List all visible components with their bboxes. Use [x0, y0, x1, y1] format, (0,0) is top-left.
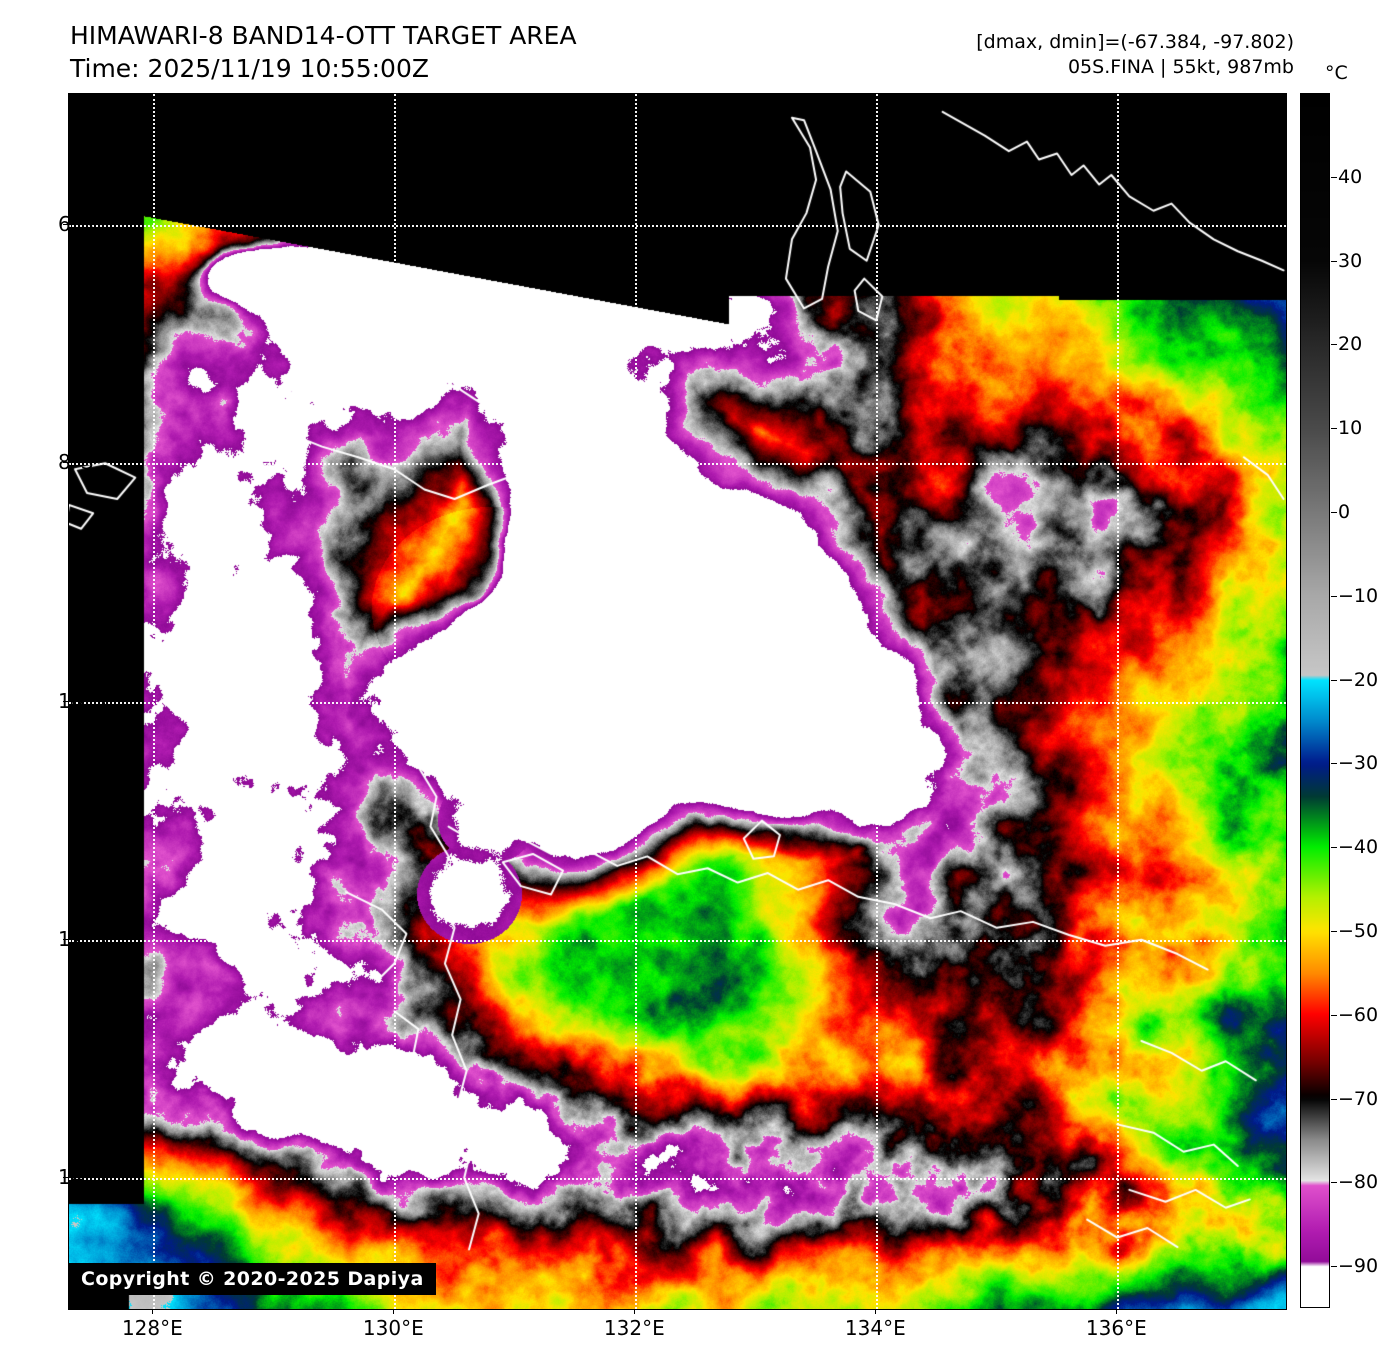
colorbar-tick-label--80: −80	[1338, 1171, 1379, 1194]
colorbar-tick-label--70: −70	[1338, 1087, 1379, 1110]
page-title: HIMAWARI-8 BAND14-OTT TARGET AREA	[70, 21, 577, 50]
colorbar-tick-mark	[1331, 176, 1337, 178]
colorbar-gradient	[1300, 93, 1330, 1308]
timestamp-label: Time: 2025/11/19 10:55:00Z	[70, 53, 429, 83]
gridline-lat-14°S	[69, 1177, 1286, 1180]
temperature-colorbar[interactable]	[1300, 93, 1330, 1308]
xtick-label-134°E: 134°E	[844, 1316, 906, 1340]
gridline-lat-8°S	[69, 463, 1286, 466]
storm-intensity-label: 05S.FINA | 55kt, 987mb	[1067, 55, 1294, 78]
colorbar-tick-mark	[1331, 595, 1337, 597]
colorbar-tick-mark	[1331, 1266, 1337, 1268]
colorbar-tick-label--90: −90	[1338, 1255, 1379, 1278]
colorbar-tick-mark	[1331, 679, 1337, 681]
copyright-banner: Copyright © 2020-2025 Dapiya	[69, 1263, 436, 1295]
title-block: HIMAWARI-8 BAND14-OTT TARGET AREA Time: …	[70, 20, 577, 85]
ytick-mark	[63, 938, 68, 940]
colorbar-tick-mark	[1331, 1098, 1337, 1100]
ytick-mark	[63, 700, 68, 702]
colorbar-tick-mark	[1331, 1182, 1337, 1184]
xtick-mark	[393, 1309, 395, 1314]
xtick-mark	[875, 1309, 877, 1314]
colorbar-tick-mark	[1331, 930, 1337, 932]
colorbar-tick-label--30: −30	[1338, 752, 1379, 775]
xtick-label-128°E: 128°E	[121, 1316, 183, 1340]
colorbar-tick-mark	[1331, 1014, 1337, 1016]
ytick-mark	[63, 462, 68, 464]
colorbar-unit-label: °C	[1325, 62, 1348, 84]
colorbar-tick-mark	[1331, 511, 1337, 513]
xtick-label-130°E: 130°E	[362, 1316, 424, 1340]
colorbar-tick-mark	[1331, 344, 1337, 346]
ytick-mark	[63, 1176, 68, 1178]
colorbar-tick-label-0: 0	[1338, 500, 1351, 523]
gridline-lat-10°S	[69, 701, 1286, 704]
colorbar-tick-label--10: −10	[1338, 584, 1379, 607]
colorbar-tick-label-10: 10	[1338, 417, 1363, 440]
colorbar-tick-label--40: −40	[1338, 836, 1379, 859]
metadata-block: [dmax, dmin]=(-67.384, -97.802) 05S.FINA…	[976, 30, 1294, 79]
colorbar-tick-label--60: −60	[1338, 1003, 1379, 1026]
colorbar-tick-label-40: 40	[1338, 165, 1363, 188]
xtick-label-132°E: 132°E	[603, 1316, 665, 1340]
xtick-mark	[152, 1309, 154, 1314]
ytick-mark	[63, 224, 68, 226]
gridline-lat-12°S	[69, 939, 1286, 942]
colorbar-tick-mark	[1331, 847, 1337, 849]
xtick-mark	[634, 1309, 636, 1314]
colorbar-tick-mark	[1331, 428, 1337, 430]
xtick-label-136°E: 136°E	[1085, 1316, 1147, 1340]
satellite-image-plot[interactable]: Copyright © 2020-2025 Dapiya	[68, 93, 1287, 1310]
colorbar-tick-label--50: −50	[1338, 919, 1379, 942]
colorbar-tick-label-20: 20	[1338, 333, 1363, 356]
xtick-mark	[1116, 1309, 1118, 1314]
colorbar-tick-label--20: −20	[1338, 668, 1379, 691]
colorbar-tick-mark	[1331, 260, 1337, 262]
colorbar-tick-mark	[1331, 763, 1337, 765]
gridline-lat-6°S	[69, 225, 1286, 228]
dmax-dmin-label: [dmax, dmin]=(-67.384, -97.802)	[976, 31, 1294, 53]
colorbar-tick-label-30: 30	[1338, 249, 1363, 272]
